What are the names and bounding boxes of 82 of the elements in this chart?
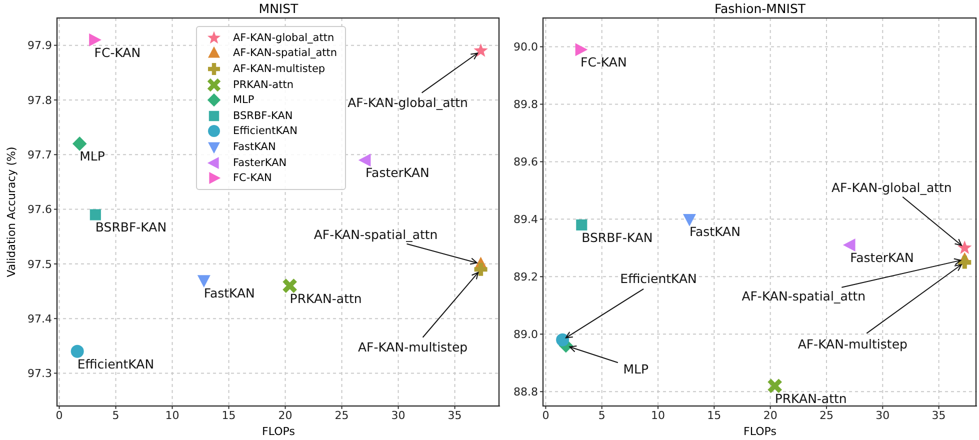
legend-label: BSRBF-KAN [233, 110, 293, 122]
point [474, 262, 488, 276]
point [768, 378, 782, 394]
legend-label: FastKAN [233, 140, 276, 153]
chart-title: Fashion-MNIST [714, 1, 806, 16]
point [576, 219, 588, 230]
text: AF-KAN-global_attn [348, 94, 468, 110]
text: MLP [623, 362, 650, 377]
x-axis-title: FLOPs [744, 425, 777, 438]
point [72, 136, 87, 151]
legend-label: FC-KAN [233, 172, 272, 184]
x-tick-label: 0 [56, 408, 63, 422]
y-axis-title: Validation Accuracy (%) [5, 146, 18, 278]
y-tick-label: 89.6 [514, 156, 538, 169]
x-axis-title: FLOPs [262, 425, 296, 438]
point [89, 33, 102, 46]
x-tick-label: 35 [448, 408, 462, 422]
text: EfficientKAN [77, 356, 154, 372]
point [282, 278, 297, 293]
x-tick-label: 15 [222, 408, 236, 422]
x-tick-label: 15 [707, 408, 722, 422]
legend-label: FasterKAN [233, 156, 287, 169]
series-label: BSRBF-KAN [582, 230, 653, 245]
x-tick-label: 5 [112, 408, 120, 422]
y-tick-label: 97.8 [28, 94, 52, 107]
text: PRKAN-attn [290, 290, 362, 306]
y-tick-label: 97.6 [28, 203, 52, 216]
y-tick-label: 88.8 [514, 386, 538, 399]
legend-label: EfficientKAN [233, 125, 298, 138]
text: AF-KAN-multistep [358, 339, 468, 354]
y-tick-label: 97.9 [28, 39, 52, 52]
x-tick-label: 35 [932, 408, 946, 422]
text: BSRBF-KAN [95, 220, 167, 235]
text: AF-KAN-spatial_attn [742, 288, 866, 304]
point [842, 238, 856, 252]
y-tick-label: 97.5 [28, 258, 52, 271]
legend-label: AF-KAN-global_attn [233, 32, 334, 44]
point [90, 209, 101, 220]
x-tick-label: 25 [334, 408, 349, 422]
y-tick-label: 97.7 [28, 148, 52, 162]
point [556, 333, 570, 346]
y-tick-label: 97.4 [28, 312, 52, 326]
point [575, 43, 588, 56]
x-tick-label: 10 [165, 408, 180, 422]
text: FC-KAN [94, 44, 141, 60]
x-tick-label: 0 [542, 408, 550, 422]
text: AF-KAN-multistep [798, 336, 908, 352]
series-label: FC-KAN [580, 54, 627, 70]
text: AF-KAN-global_attn [831, 180, 952, 195]
y-tick-label: 90.0 [514, 40, 538, 54]
x-tick-label: 10 [651, 408, 666, 422]
legend-label: PRKAN-attn [233, 78, 294, 91]
x-tick-label: 30 [876, 408, 890, 422]
legend-label: MLP [233, 94, 254, 106]
chart-title: MNIST [258, 1, 299, 16]
x-tick-label: 20 [278, 408, 292, 422]
y-tick-label: 89.8 [514, 98, 538, 112]
text: EfficientKAN [620, 270, 697, 286]
y-tick-label: 89.2 [514, 270, 538, 284]
point [474, 43, 488, 57]
y-tick-label: 89.0 [514, 328, 538, 342]
point [958, 240, 972, 254]
point [682, 214, 696, 226]
text: FasterKAN [366, 165, 430, 180]
point [70, 344, 84, 358]
legend-label: AF-KAN-spatial_attn [233, 47, 338, 60]
y-tick-label: 97.3 [28, 367, 52, 380]
series-label: FasterKAN [850, 250, 914, 266]
point [358, 154, 371, 167]
x-tick-label: 25 [819, 408, 834, 422]
text: AF-KAN-spatial_attn [314, 226, 438, 242]
series-label: PRKAN-attn [774, 390, 847, 406]
x-tick-label: 5 [598, 408, 606, 422]
legend-label: AF-KAN-multistep [233, 62, 326, 75]
series-label: FastKAN [689, 224, 740, 240]
text: FastKAN [204, 285, 255, 300]
point [197, 275, 210, 288]
y-tick-label: 89.4 [514, 213, 538, 226]
x-tick-label: 20 [763, 408, 778, 422]
text: MLP [80, 148, 105, 164]
point [958, 256, 972, 269]
x-tick-label: 30 [391, 408, 406, 422]
